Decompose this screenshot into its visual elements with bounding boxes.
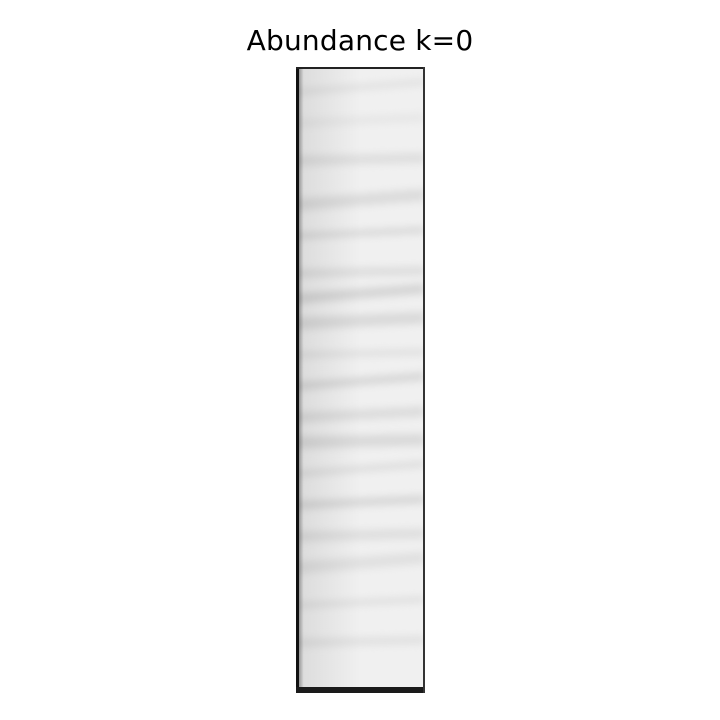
heatmap-right-edge (423, 67, 425, 693)
chart-title: Abundance k=0 (246, 24, 474, 57)
heatmap-left-edge (296, 67, 299, 693)
heatmap-edge-shade (296, 67, 425, 693)
heatmap-image (296, 67, 425, 693)
heatmap-top-edge (296, 67, 425, 69)
heatmap-area (296, 67, 425, 693)
heatmap-bottom-edge (296, 687, 425, 693)
